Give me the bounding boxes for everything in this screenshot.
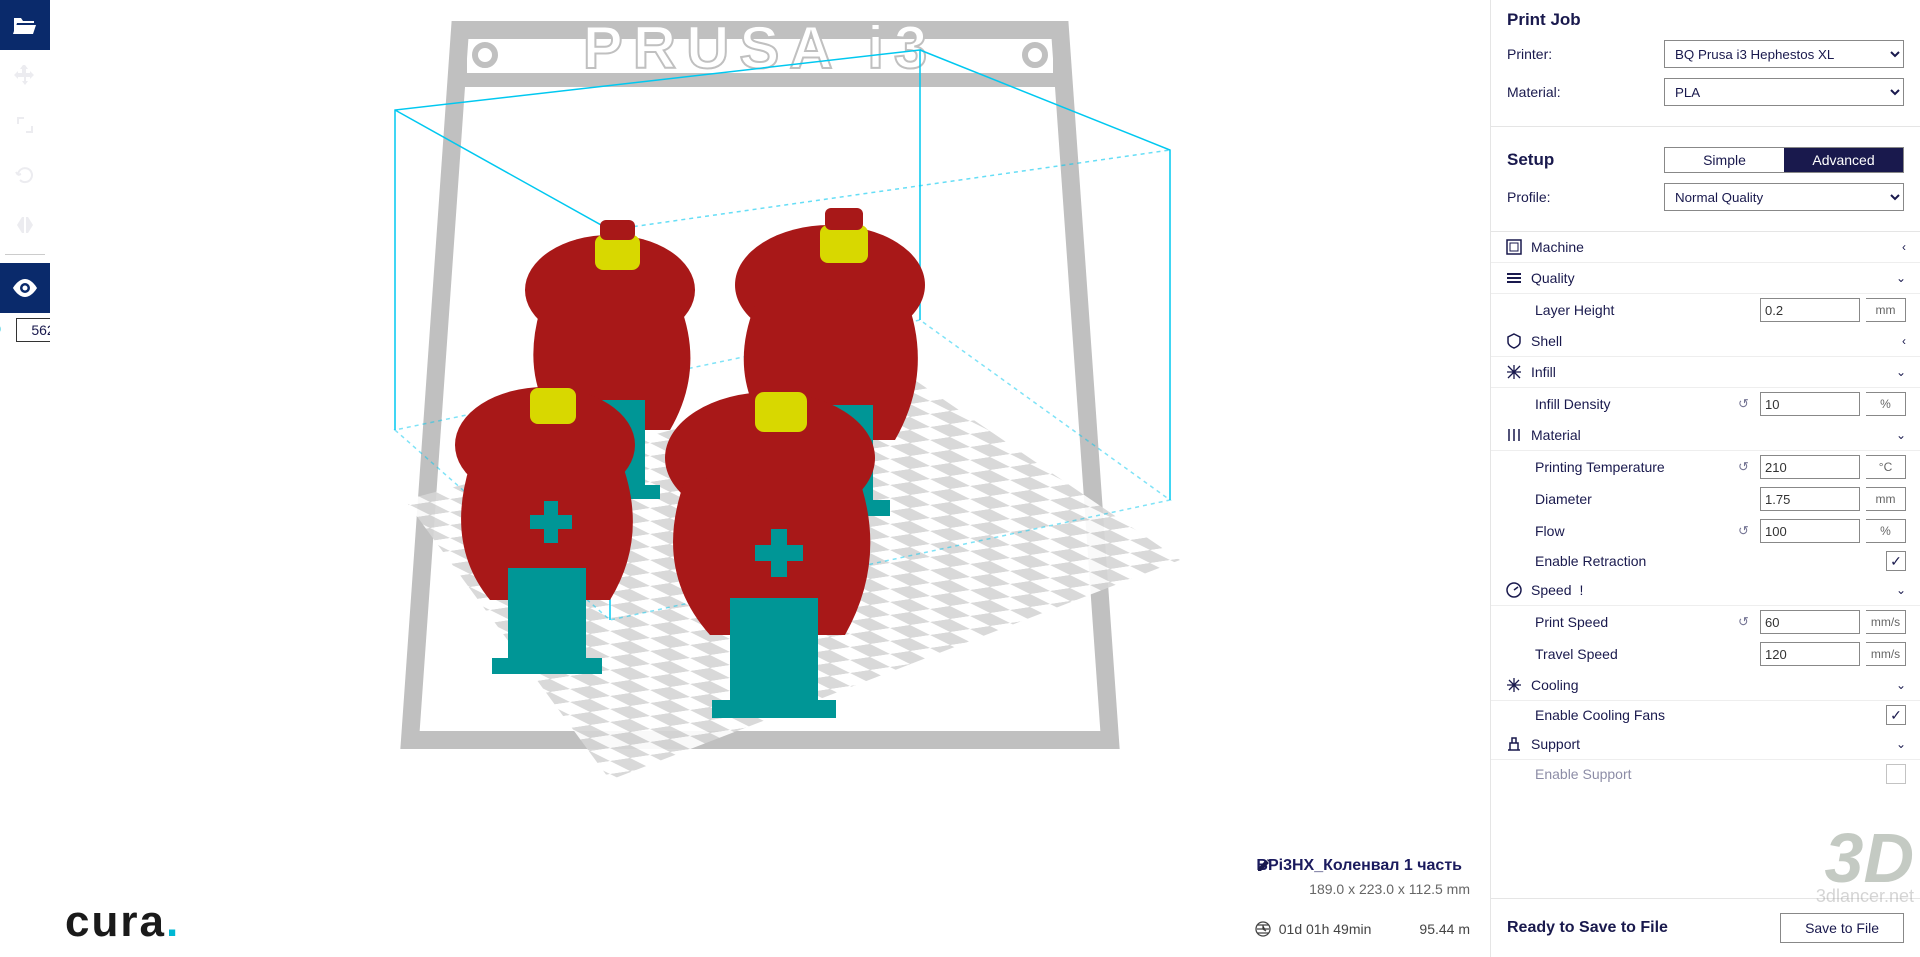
value-input[interactable]	[1760, 298, 1860, 322]
field-enable-retraction: Enable Retraction✓	[1491, 547, 1920, 575]
move-icon	[14, 64, 36, 86]
profile-select[interactable]: Normal Quality	[1664, 183, 1904, 211]
chevron-icon: ‹	[1902, 334, 1906, 348]
scale-tool-button[interactable]	[0, 100, 50, 150]
info-icon[interactable]: !	[1579, 582, 1583, 598]
tab-advanced[interactable]: Advanced	[1784, 148, 1903, 172]
print-job-title: Print Job	[1507, 10, 1904, 30]
category-quality[interactable]: Quality⌄	[1491, 263, 1920, 294]
chevron-icon: ⌄	[1896, 583, 1906, 597]
unit-label: %	[1866, 519, 1906, 543]
checkbox[interactable]: ✓	[1886, 551, 1906, 571]
chevron-icon: ⌄	[1896, 678, 1906, 692]
eye-icon	[11, 279, 39, 297]
model-dimensions: 189.0 x 223.0 x 112.5 mm	[1256, 881, 1470, 897]
checkbox[interactable]: ✓	[1886, 705, 1906, 725]
folder-open-icon	[12, 14, 38, 36]
value-input[interactable]	[1760, 610, 1860, 634]
chevron-icon: ⌄	[1896, 428, 1906, 442]
category-support[interactable]: Support⌄	[1491, 729, 1920, 760]
unit-label: mm	[1866, 487, 1906, 511]
field-enable-support: Enable Support	[1491, 760, 1920, 788]
mirror-icon	[14, 214, 36, 236]
material-select[interactable]: PLA	[1664, 78, 1904, 106]
field-layer-height: Layer Heightmm	[1491, 294, 1920, 326]
category-cooling[interactable]: Cooling⌄	[1491, 670, 1920, 701]
profile-label: Profile:	[1507, 189, 1664, 205]
unit-label: °C	[1866, 455, 1906, 479]
reset-icon[interactable]: ↺	[1738, 614, 1754, 630]
unit-label: %	[1866, 392, 1906, 416]
chevron-icon: ⌄	[1896, 271, 1906, 285]
unit-label: mm/s	[1866, 610, 1906, 634]
svg-text:PRUSA i3: PRUSA i3	[583, 14, 938, 81]
value-input[interactable]	[1760, 642, 1860, 666]
chevron-icon: ⌄	[1896, 365, 1906, 379]
field-printing-temperature: Printing Temperature↺°C	[1491, 451, 1920, 483]
chevron-icon: ⌄	[1896, 737, 1906, 751]
layer-slider[interactable]	[0, 321, 6, 541]
print-time: 01d 01h 49min	[1279, 921, 1372, 937]
checkbox[interactable]	[1886, 764, 1906, 784]
scale-icon	[14, 114, 36, 136]
material-label: Material:	[1507, 84, 1664, 100]
field-infill-density: Infill Density↺%	[1491, 388, 1920, 420]
value-input[interactable]	[1760, 487, 1860, 511]
model-info: BPi3HX_Коленвал 1 часть 189.0 x 223.0 x …	[1256, 857, 1470, 897]
toolbar-separator	[5, 254, 45, 255]
value-input[interactable]	[1760, 455, 1860, 479]
unit-label: mm	[1866, 298, 1906, 322]
reset-icon[interactable]: ↺	[1738, 459, 1754, 475]
move-tool-button[interactable]	[0, 50, 50, 100]
field-flow: Flow↺%	[1491, 515, 1920, 547]
field-enable-cooling-fans: Enable Cooling Fans✓	[1491, 701, 1920, 729]
field-diameter: Diametermm	[1491, 483, 1920, 515]
value-input[interactable]	[1760, 392, 1860, 416]
setup-title: Setup	[1507, 150, 1554, 170]
printer-label: Printer:	[1507, 46, 1664, 62]
chevron-icon: ‹	[1902, 240, 1906, 254]
rotate-icon	[14, 164, 36, 186]
model-stats: 01d 01h 49min 95.44 m	[1255, 921, 1470, 937]
filament-length: 95.44 m	[1419, 921, 1470, 937]
category-machine[interactable]: Machine‹	[1491, 232, 1920, 263]
save-bar: Ready to Save to File Save to File	[1491, 899, 1920, 957]
save-to-file-button[interactable]: Save to File	[1780, 913, 1904, 943]
mirror-tool-button[interactable]	[0, 200, 50, 250]
printer-select[interactable]: BQ Prusa i3 Hephestos XL	[1664, 40, 1904, 68]
reset-icon[interactable]: ↺	[1738, 523, 1754, 539]
rotate-tool-button[interactable]	[0, 150, 50, 200]
category-shell[interactable]: Shell‹	[1491, 326, 1920, 357]
category-speed[interactable]: Speed!⌄	[1491, 575, 1920, 606]
category-infill[interactable]: Infill⌄	[1491, 357, 1920, 388]
tab-simple[interactable]: Simple	[1665, 148, 1784, 172]
settings-tree: Machine‹Quality⌄Layer HeightmmShell‹Infi…	[1491, 231, 1920, 899]
open-file-button[interactable]	[0, 0, 50, 50]
left-toolbar: 562	[0, 0, 50, 957]
field-travel-speed: Travel Speedmm/s	[1491, 638, 1920, 670]
reset-icon[interactable]: ↺	[1738, 396, 1754, 412]
unit-label: mm/s	[1866, 642, 1906, 666]
model-name-label: BPi3HX_Коленвал 1 часть	[1256, 857, 1462, 874]
value-input[interactable]	[1760, 519, 1860, 543]
viewport-3d[interactable]: PRUSA i3	[50, 0, 1490, 957]
save-title: Ready to Save to File	[1507, 919, 1668, 937]
view-mode-button[interactable]	[0, 263, 50, 313]
category-material[interactable]: Material⌄	[1491, 420, 1920, 451]
right-panel: Print Job Printer: BQ Prusa i3 Hephestos…	[1490, 0, 1920, 957]
field-print-speed: Print Speed↺mm/s	[1491, 606, 1920, 638]
cura-logo: cura.	[65, 897, 180, 947]
